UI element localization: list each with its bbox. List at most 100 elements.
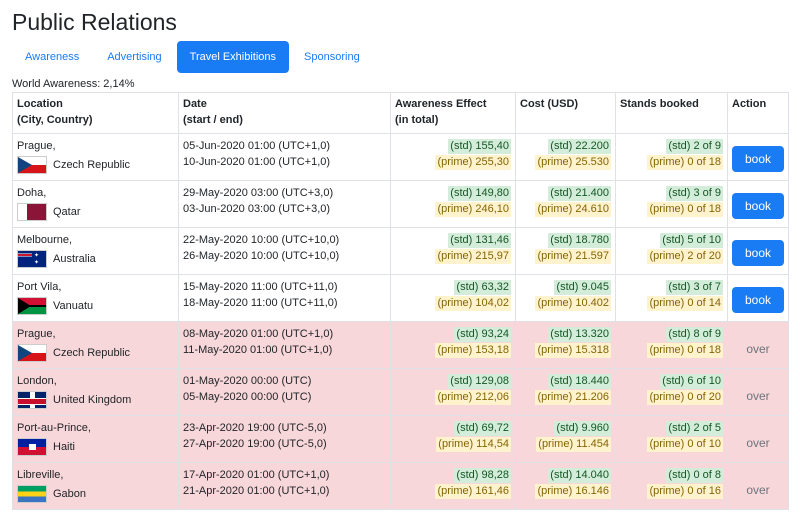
country: Qatar bbox=[17, 203, 174, 221]
header-location-sub: (City, Country) bbox=[17, 114, 93, 126]
header-action: Action bbox=[727, 92, 789, 134]
awareness-cell: (std) 131,46 (prime) 215,97 bbox=[390, 227, 516, 275]
awareness-prime: (prime) 255,30 bbox=[435, 155, 511, 170]
world-awareness: World Awareness: 2,14% bbox=[12, 78, 135, 90]
start-date: 08-May-2020 01:00 (UTC+1,0) bbox=[183, 328, 334, 340]
awareness-cell: (std) 155,40 (prime) 255,30 bbox=[390, 133, 516, 181]
country-name: Vanuatu bbox=[53, 300, 94, 312]
table-body: Prague, Czech Republic 05-Jun-2020 01:00… bbox=[12, 133, 789, 510]
location-cell: London, United Kingdom bbox=[12, 368, 179, 416]
cost-cell: (std) 21.400 (prime) 24.610 bbox=[515, 180, 616, 228]
header-location-title: Location bbox=[17, 98, 63, 110]
stands-std: (std) 2 of 5 bbox=[666, 421, 723, 436]
header-location: Location (City, Country) bbox=[12, 92, 179, 134]
awareness-prime: (prime) 153,18 bbox=[435, 343, 511, 358]
location-cell: Prague, Czech Republic bbox=[12, 321, 179, 369]
end-date: 27-Apr-2020 19:00 (UTC-5,0) bbox=[183, 438, 327, 450]
page-title: Public Relations bbox=[12, 9, 177, 35]
stands-std: (std) 2 of 9 bbox=[666, 139, 723, 154]
country-name: Gabon bbox=[53, 488, 87, 500]
table-row: Melbourne, Australia 22-May-2020 10:00 (… bbox=[12, 227, 789, 275]
end-date: 18-May-2020 11:00 (UTC+11,0) bbox=[183, 297, 338, 309]
city-name: Melbourne, bbox=[17, 234, 73, 246]
date-cell: 08-May-2020 01:00 (UTC+1,0) 11-May-2020 … bbox=[178, 321, 391, 369]
stands-std: (std) 3 of 7 bbox=[666, 280, 723, 295]
awareness-prime: (prime) 114,54 bbox=[436, 437, 511, 452]
stands-prime: (prime) 0 of 10 bbox=[647, 437, 723, 452]
city-name: Doha, bbox=[17, 187, 47, 199]
country-name: United Kingdom bbox=[53, 394, 132, 406]
header-awareness-sub: (in total) bbox=[395, 114, 439, 126]
city-name: London, bbox=[17, 375, 57, 387]
cost-prime: (prime) 24.610 bbox=[535, 202, 611, 217]
awareness-prime: (prime) 246,10 bbox=[435, 202, 511, 217]
awareness-prime: (prime) 215,97 bbox=[435, 249, 511, 264]
cost-prime: (prime) 21.206 bbox=[535, 390, 611, 405]
stands-prime: (prime) 0 of 16 bbox=[647, 484, 723, 499]
stands-std: (std) 5 of 10 bbox=[660, 233, 723, 248]
stands-prime: (prime) 2 of 20 bbox=[647, 249, 723, 264]
cost-std: (std) 14.040 bbox=[548, 468, 611, 483]
cost-cell: (std) 14.040 (prime) 16.146 bbox=[515, 462, 616, 510]
book-button[interactable]: book bbox=[732, 286, 784, 313]
stands-std: (std) 8 of 9 bbox=[666, 327, 723, 342]
cost-std: (std) 9.045 bbox=[554, 280, 611, 295]
cost-cell: (std) 22.200 (prime) 25.530 bbox=[515, 133, 616, 181]
awareness-std: (std) 129,08 bbox=[448, 374, 511, 389]
country: Vanuatu bbox=[17, 297, 174, 315]
action-cell: book bbox=[727, 180, 789, 228]
header-date-sub: (start / end) bbox=[183, 114, 243, 126]
stands-std: (std) 3 of 9 bbox=[666, 186, 723, 201]
tab-awareness[interactable]: Awareness bbox=[25, 51, 80, 63]
start-date: 01-May-2020 00:00 (UTC) bbox=[183, 375, 312, 387]
awareness-cell: (std) 93,24 (prime) 153,18 bbox=[390, 321, 516, 369]
cost-prime: (prime) 25.530 bbox=[535, 155, 611, 170]
cost-cell: (std) 13.320 (prime) 15.318 bbox=[515, 321, 616, 369]
stands-cell: (std) 2 of 5 (prime) 0 of 10 bbox=[615, 415, 728, 463]
flag-icon bbox=[17, 297, 47, 315]
awareness-std: (std) 155,40 bbox=[448, 139, 511, 154]
city-name: Libreville, bbox=[17, 469, 64, 481]
date-cell: 05-Jun-2020 01:00 (UTC+1,0) 10-Jun-2020 … bbox=[178, 133, 391, 181]
location-cell: Prague, Czech Republic bbox=[12, 133, 179, 181]
over-label: over bbox=[746, 341, 770, 356]
table-row: Doha, Qatar 29-May-2020 03:00 (UTC+3,0) … bbox=[12, 180, 789, 228]
awareness-std: (std) 98,28 bbox=[454, 468, 511, 483]
action-cell: book bbox=[727, 133, 789, 181]
location-cell: Doha, Qatar bbox=[12, 180, 179, 228]
date-cell: 15-May-2020 11:00 (UTC+11,0) 18-May-2020… bbox=[178, 274, 391, 322]
tab-advertising[interactable]: Advertising bbox=[107, 51, 162, 63]
city-name: Prague, bbox=[17, 140, 56, 152]
awareness-std: (std) 149,80 bbox=[448, 186, 511, 201]
stands-std: (std) 0 of 8 bbox=[666, 468, 723, 483]
cost-prime: (prime) 16.146 bbox=[535, 484, 611, 499]
awareness-cell: (std) 69,72 (prime) 114,54 bbox=[390, 415, 516, 463]
stands-cell: (std) 3 of 9 (prime) 0 of 18 bbox=[615, 180, 728, 228]
stands-cell: (std) 0 of 8 (prime) 0 of 16 bbox=[615, 462, 728, 510]
cost-prime: (prime) 11.454 bbox=[536, 437, 611, 452]
country: Haiti bbox=[17, 438, 174, 456]
cost-std: (std) 9.960 bbox=[554, 421, 611, 436]
tab-travel-exhibitions[interactable]: Travel Exhibitions bbox=[176, 41, 290, 73]
stands-prime: (prime) 0 of 18 bbox=[647, 155, 723, 170]
cost-std: (std) 18.780 bbox=[548, 233, 611, 248]
tab-sponsoring[interactable]: Sponsoring bbox=[304, 51, 360, 63]
start-date: 05-Jun-2020 01:00 (UTC+1,0) bbox=[183, 140, 331, 152]
book-button[interactable]: book bbox=[732, 145, 784, 172]
cost-cell: (std) 18.440 (prime) 21.206 bbox=[515, 368, 616, 416]
book-button[interactable]: book bbox=[732, 192, 784, 219]
action-cell: over bbox=[727, 462, 789, 510]
flag-icon bbox=[17, 156, 47, 174]
awareness-prime: (prime) 104,02 bbox=[435, 296, 511, 311]
book-button[interactable]: book bbox=[732, 239, 784, 266]
country: Australia bbox=[17, 250, 174, 268]
awareness-cell: (std) 129,08 (prime) 212,06 bbox=[390, 368, 516, 416]
cost-std: (std) 13.320 bbox=[548, 327, 611, 342]
stands-prime: (prime) 0 of 14 bbox=[647, 296, 723, 311]
cost-std: (std) 22.200 bbox=[548, 139, 611, 154]
cost-cell: (std) 18.780 (prime) 21.597 bbox=[515, 227, 616, 275]
country: United Kingdom bbox=[17, 391, 174, 409]
table-header-row: Location (City, Country) Date (start / e… bbox=[12, 92, 789, 134]
tab-bar: Awareness Advertising Travel Exhibitions… bbox=[12, 41, 788, 73]
